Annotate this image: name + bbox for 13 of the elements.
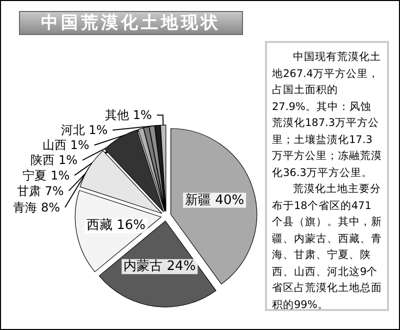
slice-label: 内蒙古 24% (124, 259, 196, 274)
text: 荒漠化土地主要分布于18个省区的471个县（旗）。其中，新疆、内蒙古、西藏、青海、甘肃、宁夏、陕西、山西、河北这9个省区占荒漠化土地总面积的99%。 (272, 182, 382, 312)
slice-label: 陕西 1% (30, 153, 78, 168)
chart-title: 中国荒漠化土地现状 (19, 11, 243, 35)
slice-label: 西藏 16% (86, 218, 146, 234)
slice-label: 宁夏 1% (22, 168, 70, 182)
slice-label: 其他 1% (105, 108, 152, 122)
slice-label: 甘肃 7% (16, 184, 64, 198)
slice-label: 青海 8% (13, 200, 60, 214)
slice-label: 河北 1% (60, 123, 108, 138)
text: 中国现有荒漠化土地267.4万平方公里，占国土面积的27.9%。其中：风蚀荒漠化187.3万平方公里；土壤盐渍化17.3万平方公里；冻融荒漠化36.3万平方公里。 (272, 50, 382, 180)
slice-label: 山西 1% (42, 138, 90, 152)
slice-label: 新疆 40% (185, 192, 244, 208)
